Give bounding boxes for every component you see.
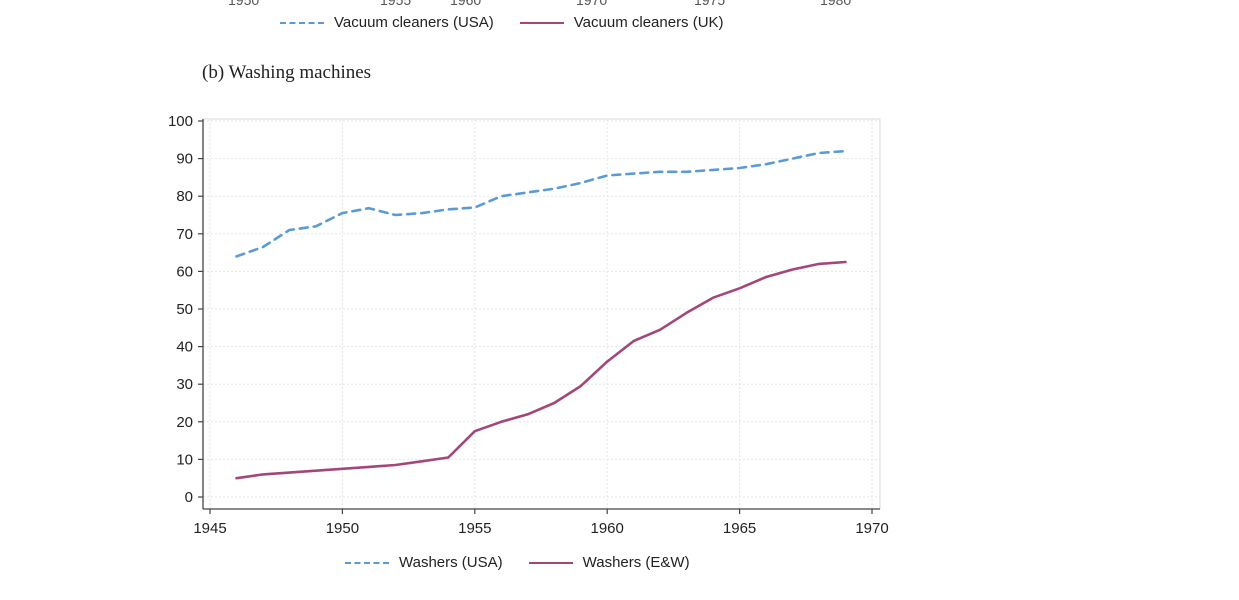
legend-label: Washers (USA) xyxy=(399,554,503,571)
legend-label: Washers (E&W) xyxy=(582,554,690,571)
series-line-washers-ew xyxy=(235,260,847,480)
upper-tick-label: 1960 xyxy=(450,0,482,8)
grid xyxy=(202,118,881,510)
upper-tick-label: 1980 xyxy=(820,0,852,8)
y-tick-label: 0 xyxy=(185,489,193,506)
legend-entry-washers-ew: Washers (E&W) xyxy=(528,554,690,571)
legend-entry-vacuum-usa: Vacuum cleaners (USA) xyxy=(280,14,494,31)
dashed-line-swatch-icon xyxy=(280,21,324,24)
x-tick-label: 1955 xyxy=(458,520,491,537)
upper-tick-label: 1975 xyxy=(694,0,726,8)
dashed-line-swatch-icon xyxy=(345,561,389,564)
x-tick-label: 1960 xyxy=(591,520,624,537)
legend-label: Vacuum cleaners (USA) xyxy=(334,14,494,31)
series-line-washers-usa xyxy=(235,149,847,258)
y-tick-label: 10 xyxy=(176,451,193,468)
y-tick-label: 100 xyxy=(168,113,193,130)
upper-legend: Vacuum cleaners (USA) Vacuum cleaners (U… xyxy=(280,14,724,31)
y-tick-label: 70 xyxy=(176,226,193,243)
solid-line-swatch-icon xyxy=(528,561,573,564)
upper-tick-label: 1955 xyxy=(380,0,412,8)
legend-label: Vacuum cleaners (UK) xyxy=(573,14,724,31)
series xyxy=(235,149,847,480)
axes: 0 10 20 30 40 50 60 70 80 90 100 1945 1950 1955 1960 19… xyxy=(168,113,889,537)
y-tick-label: 80 xyxy=(176,188,193,205)
x-tick-label: 1945 xyxy=(193,520,226,537)
x-tick-label: 1950 xyxy=(326,520,359,537)
solid-line-swatch-icon xyxy=(519,21,564,24)
y-tick-label: 60 xyxy=(176,263,193,280)
x-tick-label: 1970 xyxy=(855,520,888,537)
legend-entry-washers-usa: Washers (USA) xyxy=(345,554,503,571)
upper-tick-label: 1970 xyxy=(576,0,608,8)
x-tick-label: 1965 xyxy=(723,520,756,537)
y-tick-label: 30 xyxy=(176,376,193,393)
chart-legend: Washers (USA) Washers (E&W) xyxy=(345,554,690,571)
upper-tick-label: 1950 xyxy=(228,0,260,8)
legend-entry-vacuum-uk: Vacuum cleaners (UK) xyxy=(519,14,724,31)
y-tick-label: 90 xyxy=(176,151,193,168)
y-tick-label: 40 xyxy=(176,339,193,356)
y-tick-label: 50 xyxy=(176,301,193,318)
y-tick-label: 20 xyxy=(176,414,193,431)
panel-title: (b) Washing machines xyxy=(202,62,372,83)
plot-frame xyxy=(202,118,881,510)
